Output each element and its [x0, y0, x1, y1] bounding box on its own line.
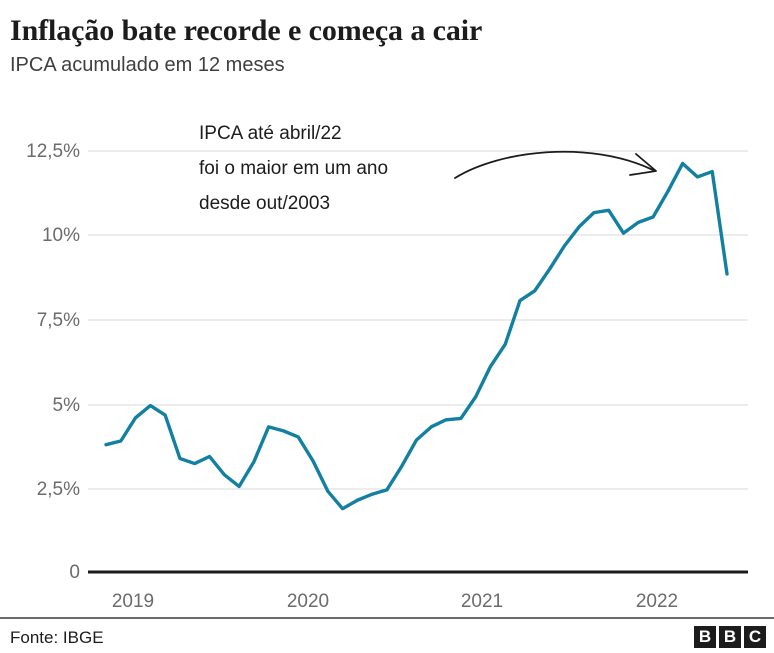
y-tick-label-12-5: 12,5%	[26, 141, 80, 162]
bbc-logo-letter-3: C	[744, 626, 766, 648]
bbc-logo: B B C	[694, 626, 766, 648]
chart-header: Inflação bate recorde e começa a cair IP…	[10, 14, 750, 77]
bbc-logo-letter-1: B	[694, 626, 716, 648]
y-axis-labels: 12,5% 10% 7,5% 5% 2,5% 0	[26, 141, 80, 583]
y-tick-label-5: 5%	[53, 395, 81, 416]
y-tick-label-7-5: 7,5%	[37, 310, 80, 331]
annotation-arrow-curve	[454, 150, 654, 179]
annotation-line-3: desde out/2003	[199, 193, 330, 214]
ipca-series-line	[104, 161, 729, 511]
bbc-logo-letter-2: B	[719, 626, 741, 648]
chart-subtitle: IPCA acumulado em 12 meses	[10, 54, 285, 76]
x-tick-label-2020: 2020	[287, 591, 329, 612]
x-tick-label-2019: 2019	[112, 591, 154, 612]
x-tick-label-2021: 2021	[461, 591, 503, 612]
chart-footer: Fonte: IBGE B B C	[0, 617, 774, 653]
x-tick-label-2022: 2022	[636, 591, 678, 612]
page-title: Inflação bate recorde e começa a cair	[10, 14, 483, 47]
annotation-line-1: IPCA até abril/22	[199, 123, 342, 144]
source-label: Fonte: IBGE	[10, 628, 104, 647]
x-axis-labels: 2019 2020 2021 2022	[112, 591, 678, 612]
annotation-line-2: foi o maior em um ano	[199, 158, 388, 179]
y-tick-label-10: 10%	[42, 225, 80, 246]
annotation-arrowhead-icon	[629, 153, 657, 176]
annotation-text-block: IPCA até abril/22 foi o maior em um ano …	[199, 123, 388, 214]
gridlines	[88, 150, 748, 490]
y-tick-label-0: 0	[69, 562, 80, 583]
annotation-arrow	[454, 150, 657, 179]
y-tick-label-2-5: 2,5%	[37, 479, 80, 500]
